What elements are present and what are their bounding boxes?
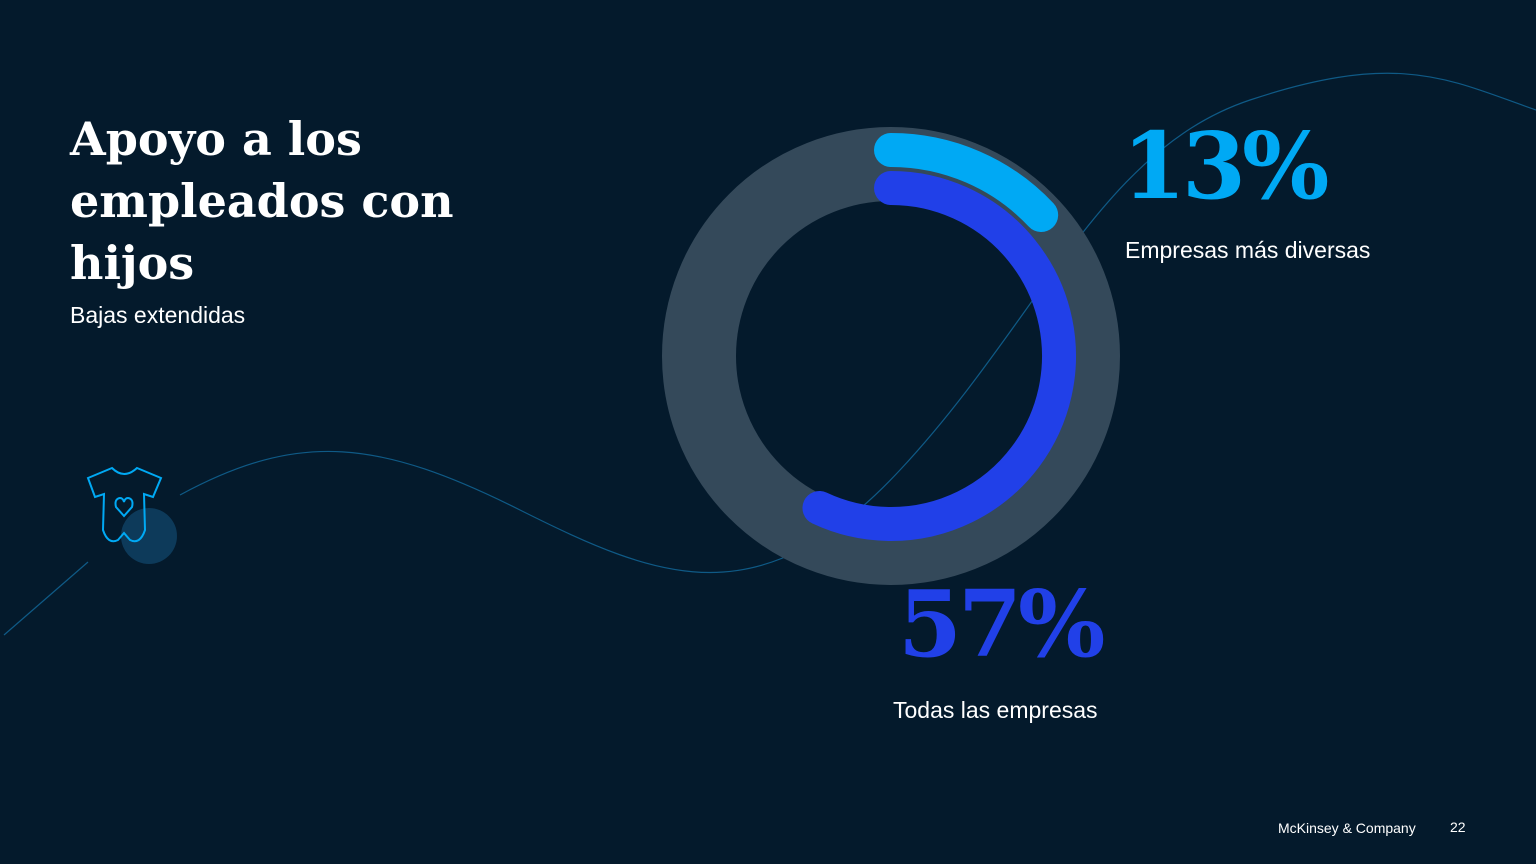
page-number: 22	[1450, 819, 1466, 835]
radial-bar	[874, 133, 1059, 232]
value-label: 57%	[898, 570, 1105, 678]
onesie-icon	[86, 466, 163, 543]
radial-bar	[802, 171, 1076, 541]
title: Apoyo a los empleados con hijos	[70, 112, 454, 290]
decor-line	[179, 72, 1536, 574]
decor-line	[3, 561, 89, 636]
footer-source: McKinsey & Company	[1278, 820, 1416, 836]
decor-dot	[121, 508, 177, 564]
value-label: 13%	[1122, 112, 1329, 220]
subtitle: Bajas extendidas	[70, 302, 246, 328]
series-label: Todas las empresas	[893, 697, 1098, 723]
series-label: Empresas más diversas	[1125, 237, 1371, 263]
